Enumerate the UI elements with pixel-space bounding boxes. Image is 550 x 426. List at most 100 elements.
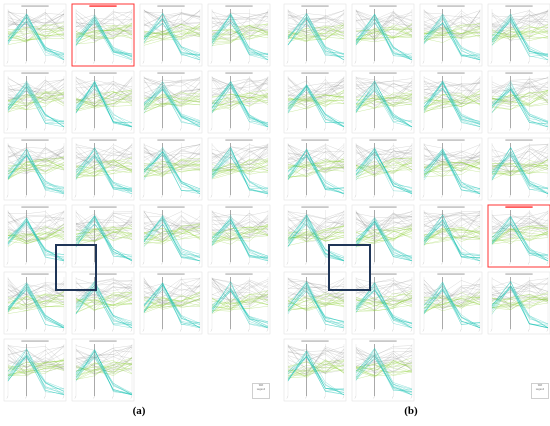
series-grey-line bbox=[75, 356, 133, 371]
series-cyan-line bbox=[75, 156, 133, 193]
series-cyan-line bbox=[491, 285, 549, 329]
series-grey-line bbox=[143, 79, 201, 105]
series-grey-line bbox=[7, 149, 65, 159]
series-cyan-line bbox=[491, 88, 549, 124]
series-cyan-line bbox=[287, 15, 345, 54]
series-cyan-line bbox=[355, 86, 413, 123]
tick-mark bbox=[391, 395, 394, 399]
legend-line-1: Wilt bbox=[537, 384, 543, 387]
tick-mark bbox=[74, 60, 77, 64]
series-green-line bbox=[143, 96, 201, 108]
series-cyan-line bbox=[491, 146, 549, 194]
tick-mark bbox=[6, 395, 9, 399]
series-green-line bbox=[423, 227, 481, 240]
subplot bbox=[207, 271, 271, 335]
series-cyan-line bbox=[211, 221, 269, 262]
series-cyan-line bbox=[7, 154, 65, 193]
series-grey-line bbox=[355, 147, 413, 155]
series-grey-line bbox=[75, 148, 133, 170]
subplot-title bbox=[505, 273, 533, 275]
tick-mark bbox=[373, 261, 375, 265]
tick-mark bbox=[323, 194, 326, 198]
tick-mark bbox=[546, 194, 549, 198]
tick-mark bbox=[142, 60, 145, 64]
tick-mark bbox=[6, 261, 9, 265]
series-green-line bbox=[75, 161, 133, 179]
tick-mark bbox=[459, 261, 462, 265]
series-green-line bbox=[423, 93, 481, 112]
series-grey-line bbox=[7, 79, 65, 93]
series-green-line bbox=[287, 359, 345, 379]
series-green-line bbox=[75, 26, 133, 39]
series-green-line bbox=[287, 159, 345, 177]
legend-a: Wilt Legend bbox=[252, 383, 270, 399]
series-grey-line bbox=[75, 345, 133, 365]
tick-mark bbox=[161, 127, 163, 131]
series-green-line bbox=[143, 158, 201, 177]
series-grey-line bbox=[355, 146, 413, 174]
series-green-line bbox=[7, 363, 65, 380]
subplot-title bbox=[301, 5, 329, 7]
series-cyan-line bbox=[423, 149, 481, 195]
series-grey-line bbox=[7, 285, 65, 299]
series-grey-line bbox=[423, 80, 481, 104]
series-grey-line bbox=[287, 278, 345, 303]
series-green-line bbox=[423, 161, 481, 176]
series-cyan-line bbox=[491, 83, 549, 124]
tick-mark bbox=[509, 261, 511, 265]
series-cyan-line bbox=[7, 85, 65, 122]
series-green-line bbox=[491, 295, 549, 308]
series-grey-line bbox=[287, 77, 345, 94]
series-grey-line bbox=[287, 10, 345, 21]
tick-mark bbox=[210, 127, 213, 131]
tick-mark bbox=[527, 194, 530, 198]
tick-mark bbox=[247, 127, 250, 131]
series-cyan-line bbox=[287, 218, 345, 262]
series-cyan-line bbox=[75, 21, 133, 55]
series-green-line bbox=[143, 95, 201, 105]
series-grey-line bbox=[491, 83, 549, 104]
series-green-line bbox=[75, 93, 133, 104]
series-grey-line bbox=[491, 214, 549, 237]
series-grey-line bbox=[75, 77, 133, 100]
subplot-title bbox=[505, 72, 533, 74]
series-cyan-line bbox=[355, 284, 413, 327]
series-grey-line bbox=[7, 215, 65, 232]
series-cyan-line bbox=[143, 17, 201, 59]
series-grey-line bbox=[143, 280, 201, 303]
series-cyan-line bbox=[491, 218, 549, 262]
series-cyan-line bbox=[355, 22, 413, 61]
series-grey-line bbox=[143, 211, 201, 223]
tick-mark bbox=[62, 328, 65, 332]
series-cyan-line bbox=[211, 147, 269, 195]
series-green-line bbox=[211, 159, 269, 171]
subplot bbox=[351, 271, 415, 335]
series-cyan-line bbox=[423, 214, 481, 259]
series-cyan-line bbox=[211, 156, 269, 189]
series-grey-line bbox=[355, 148, 413, 171]
series-green-line bbox=[355, 229, 413, 243]
series-grey-line bbox=[7, 214, 65, 232]
tick-mark bbox=[62, 395, 65, 399]
subplot bbox=[71, 204, 135, 268]
tick-mark bbox=[410, 127, 413, 131]
series-green-line bbox=[355, 228, 413, 241]
series-cyan-line bbox=[491, 20, 549, 61]
series-cyan-line bbox=[211, 152, 269, 193]
series-cyan-line bbox=[287, 150, 345, 192]
series-green-line bbox=[423, 93, 481, 111]
series-grey-line bbox=[287, 211, 345, 233]
series-grey-line bbox=[7, 345, 65, 364]
tick-mark bbox=[546, 328, 549, 332]
series-cyan-line bbox=[75, 287, 133, 327]
series-cyan-line bbox=[7, 86, 65, 127]
series-grey-line bbox=[491, 144, 549, 170]
series-cyan-line bbox=[287, 88, 345, 128]
series-cyan-line bbox=[355, 18, 413, 59]
series-green-line bbox=[75, 227, 133, 247]
series-cyan-line bbox=[491, 150, 549, 193]
series-cyan-line bbox=[423, 219, 481, 258]
series-grey-line bbox=[491, 10, 549, 30]
series-grey-line bbox=[143, 10, 201, 23]
tick-mark bbox=[546, 127, 549, 131]
